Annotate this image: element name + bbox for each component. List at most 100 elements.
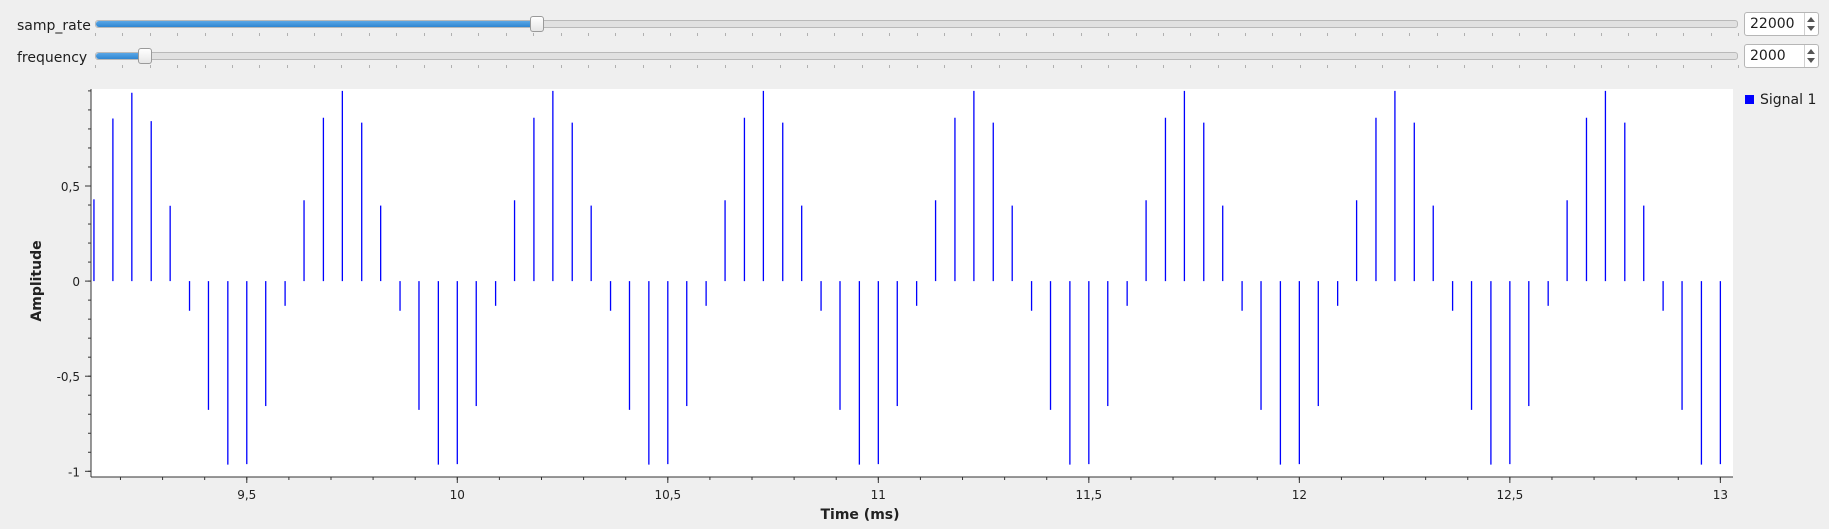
slider-tick — [1217, 65, 1219, 68]
slider-tick — [122, 33, 124, 36]
slider-tick — [1327, 33, 1329, 36]
slider-tick — [998, 33, 1000, 36]
slider-tick — [1382, 33, 1384, 36]
samp-rate-spinbox[interactable] — [1744, 12, 1819, 36]
slider-tick — [943, 65, 945, 68]
slider-tick — [560, 65, 562, 68]
spin-up-icon[interactable] — [1807, 17, 1815, 22]
samp-rate-slider[interactable] — [95, 16, 1738, 32]
slider-tick — [122, 65, 124, 68]
slider-tick — [889, 65, 891, 68]
slider-tick — [314, 65, 316, 68]
slider-tick — [1108, 65, 1110, 68]
time-sink-plot[interactable]: 0,5 0 -0,5 -1 9,5 10 10,5 11 11,5 12 12,5 13 Time … — [0, 80, 1829, 529]
plot-canvas[interactable] — [91, 89, 1733, 477]
slider-tick — [1738, 65, 1739, 68]
slider-tick — [752, 65, 754, 68]
slider-tick — [368, 65, 370, 68]
slider-tick — [752, 33, 754, 36]
spin-up-icon[interactable] — [1807, 49, 1815, 54]
slider-tick — [204, 33, 206, 36]
slider-tick — [1409, 33, 1411, 36]
slider-tick — [1272, 65, 1274, 68]
slider-tick — [1190, 33, 1192, 36]
x-axis-label: Time (ms) — [820, 507, 899, 523]
slider-tick — [587, 65, 589, 68]
samp-rate-input[interactable] — [1745, 13, 1805, 35]
slider-tick — [1546, 33, 1548, 36]
slider-tick — [1628, 65, 1630, 68]
x-ticks: 9,5 10 10,5 11 11,5 12 12,5 13 — [237, 477, 1728, 502]
slider-tick — [1217, 33, 1219, 36]
slider-tick — [670, 33, 672, 36]
slider-tick — [286, 65, 288, 68]
legend-label: Signal 1 — [1760, 92, 1817, 108]
slider-tick — [1245, 33, 1247, 36]
slider-tick — [1655, 33, 1657, 36]
slider-tick — [1382, 65, 1384, 68]
slider-tick — [1710, 33, 1712, 36]
slider-tick — [533, 65, 535, 68]
slider-tick — [1436, 65, 1438, 68]
slider-tick — [1491, 33, 1493, 36]
legend[interactable]: Signal 1 — [1745, 92, 1816, 108]
slider-tick — [1108, 33, 1110, 36]
y-tick-label: -1 — [68, 465, 80, 479]
slider-tick — [861, 33, 863, 36]
slider-tick — [998, 65, 1000, 68]
slider-tick — [916, 65, 918, 68]
frequency-spinbox[interactable] — [1744, 44, 1819, 68]
slider-tick — [916, 33, 918, 36]
frequency-input[interactable] — [1745, 45, 1805, 67]
y-tick-label: 0 — [72, 275, 80, 289]
slider-tick — [1080, 65, 1082, 68]
frequency-slider-ticks — [95, 65, 1739, 69]
slider-tick — [1738, 33, 1739, 36]
frequency-spin-arrows[interactable] — [1804, 45, 1818, 67]
x-tick-label: 11 — [871, 488, 886, 502]
slider-tick — [834, 65, 836, 68]
slider-tick — [1245, 65, 1247, 68]
slider-tick — [615, 65, 617, 68]
frequency-slider-handle[interactable] — [137, 48, 152, 64]
x-tick-label: 12,5 — [1496, 488, 1523, 502]
slider-tick — [478, 65, 480, 68]
slider-tick — [943, 33, 945, 36]
slider-tick — [204, 65, 206, 68]
slider-tick — [1272, 33, 1274, 36]
slider-tick — [1162, 65, 1164, 68]
slider-tick — [396, 65, 398, 68]
slider-tick — [1683, 65, 1685, 68]
slider-tick — [1162, 33, 1164, 36]
slider-tick — [1080, 33, 1082, 36]
slider-tick — [177, 65, 179, 68]
spin-down-icon[interactable] — [1807, 58, 1815, 63]
slider-tick — [149, 65, 151, 68]
slider-tick — [450, 65, 452, 68]
slider-tick — [478, 33, 480, 36]
slider-tick — [1710, 65, 1712, 68]
slider-tick — [505, 33, 507, 36]
slider-tick — [533, 33, 535, 36]
x-tick-label: 12 — [1292, 488, 1307, 502]
slider-tick — [861, 65, 863, 68]
x-tick-label: 11,5 — [1075, 488, 1102, 502]
slider-tick — [259, 33, 261, 36]
samp-rate-spin-arrows[interactable] — [1804, 13, 1818, 35]
slider-tick — [1053, 65, 1055, 68]
frequency-slider[interactable] — [95, 48, 1738, 64]
slider-tick — [177, 33, 179, 36]
slider-tick — [1436, 33, 1438, 36]
slider-tick — [314, 33, 316, 36]
slider-tick — [1299, 65, 1301, 68]
legend-swatch — [1745, 94, 1754, 104]
samp-rate-slider-handle[interactable] — [529, 16, 544, 32]
slider-tick — [697, 33, 699, 36]
frequency-label: frequency — [17, 50, 88, 66]
slider-tick — [231, 65, 233, 68]
spin-down-icon[interactable] — [1807, 26, 1815, 31]
slider-tick — [806, 65, 808, 68]
slider-tick — [642, 33, 644, 36]
x-tick-label: 9,5 — [237, 488, 256, 502]
slider-tick — [1628, 33, 1630, 36]
